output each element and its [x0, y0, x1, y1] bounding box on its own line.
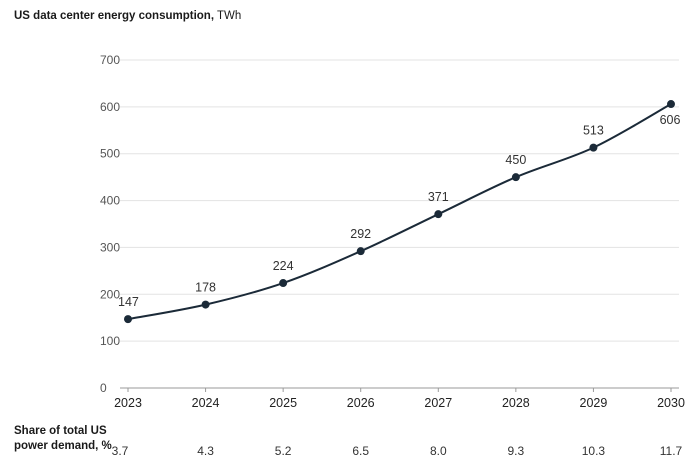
chart-title: US data center energy consumption, TWh [14, 8, 241, 24]
data-point [124, 315, 132, 324]
data-point [356, 247, 365, 256]
share-value: 6.5 [352, 444, 369, 458]
data-point [434, 210, 443, 219]
share-value: 10.3 [582, 444, 606, 458]
data-point [589, 143, 598, 152]
data-point [511, 173, 520, 182]
x-tick-label: 2027 [424, 396, 452, 410]
share-value: 5.2 [275, 444, 292, 458]
data-point [279, 279, 288, 288]
chart-title-bold: US data center energy consumption, [14, 10, 215, 22]
data-point [667, 100, 675, 109]
x-tick-label: 2024 [192, 396, 220, 410]
share-value: 3.7 [112, 444, 129, 458]
share-value: 4.3 [197, 444, 214, 458]
y-tick-label: 100 [100, 334, 120, 348]
x-tick-label: 2029 [580, 396, 608, 410]
data-label: 178 [195, 281, 216, 295]
share-value: 11.7 [660, 444, 683, 458]
x-tick-label: 2026 [347, 396, 375, 410]
data-label: 147 [118, 295, 139, 309]
share-value: 8.0 [430, 444, 447, 458]
y-tick-label: 200 [100, 287, 120, 301]
data-label: 606 [660, 113, 681, 127]
data-label: 450 [505, 153, 526, 167]
y-tick-label: 600 [100, 100, 120, 114]
share-value: 9.3 [508, 444, 525, 458]
y-tick-label: 700 [100, 53, 120, 67]
y-tick-label: 300 [100, 240, 120, 254]
data-label: 513 [583, 124, 604, 138]
series-line [127, 103, 672, 321]
y-tick-label: 400 [100, 194, 120, 208]
share-row-label: Share of total US power demand, % [14, 425, 112, 452]
data-point [201, 300, 210, 309]
y-tick-label: 0 [100, 381, 107, 395]
y-tick-label: 500 [100, 147, 120, 161]
chart-title-unit: TWh [217, 10, 242, 22]
x-tick-label: 2028 [502, 396, 530, 410]
x-tick-label: 2030 [657, 396, 685, 410]
x-tick-label: 2023 [114, 396, 142, 410]
data-label: 224 [273, 259, 294, 273]
data-label: 292 [350, 227, 371, 241]
x-tick-label: 2025 [269, 396, 297, 410]
data-label: 371 [428, 190, 449, 204]
